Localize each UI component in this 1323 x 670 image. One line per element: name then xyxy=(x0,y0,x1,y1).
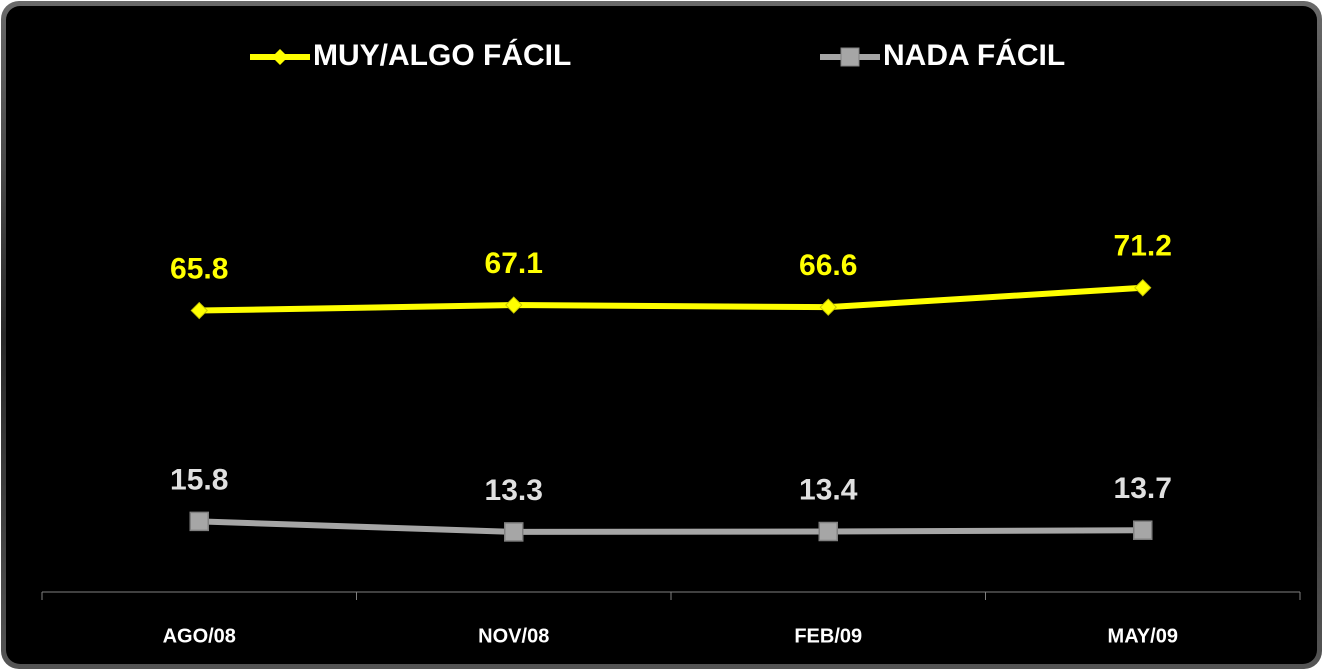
plot: AGO/08 NOV/08 FEB/09 MAY/09 MUY/ALGO FÁCIL NA… xyxy=(41,38,1301,647)
data-label: 67.1 xyxy=(485,247,543,280)
marker xyxy=(818,521,838,542)
marker xyxy=(505,296,523,314)
marker xyxy=(1134,279,1152,297)
marker xyxy=(1133,520,1153,540)
data-label: 71.2 xyxy=(1114,230,1172,263)
data-label: 15.8 xyxy=(170,463,228,496)
x-tick-label: AGO/08 xyxy=(163,625,236,647)
legend-marker xyxy=(272,49,288,65)
data-label: 66.6 xyxy=(799,249,857,282)
marker xyxy=(189,511,209,532)
legend-label: MUY/ALGO FÁCIL xyxy=(313,38,571,72)
x-tick-label: MAY/09 xyxy=(1108,625,1178,647)
plot-background xyxy=(6,6,1317,664)
data-label: 65.8 xyxy=(170,252,228,285)
marker xyxy=(504,522,524,542)
x-tick-label: NOV/08 xyxy=(478,625,549,647)
marker xyxy=(819,298,837,316)
legend-label: NADA FÁCIL xyxy=(883,38,1065,72)
legend-marker xyxy=(840,47,860,67)
x-tick-label: FEB/09 xyxy=(794,625,862,647)
series-line xyxy=(199,518,1143,535)
series-line xyxy=(199,284,1143,314)
marker xyxy=(190,301,208,320)
data-label: 13.3 xyxy=(485,474,543,507)
data-label: 13.4 xyxy=(799,473,858,506)
data-label: 13.7 xyxy=(1114,472,1172,505)
